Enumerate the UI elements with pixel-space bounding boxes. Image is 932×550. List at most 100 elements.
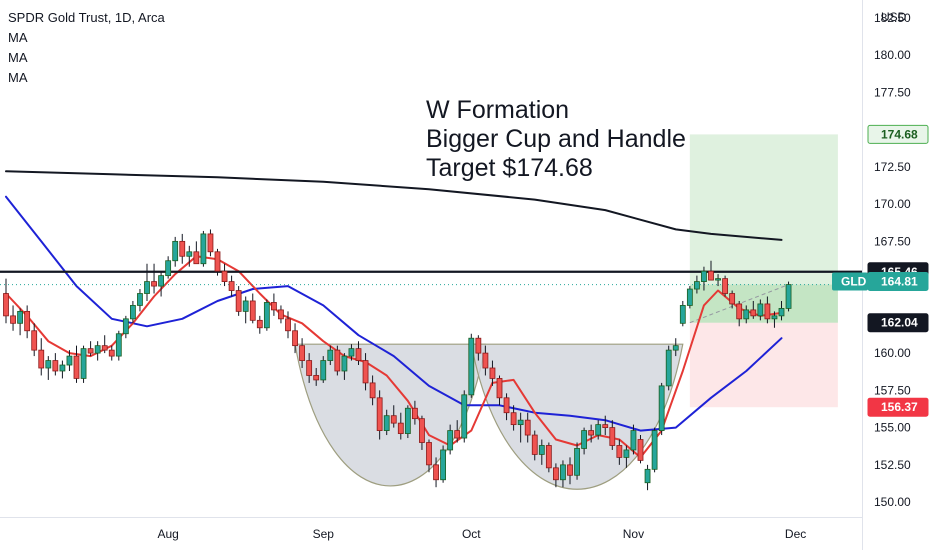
candle-body <box>475 337 482 354</box>
candle-body <box>602 424 609 429</box>
candle-body <box>278 309 284 320</box>
y-tick-label: 177.50 <box>874 85 911 99</box>
candle-body <box>144 281 150 294</box>
candle-body <box>531 434 538 455</box>
x-tick-label: Oct <box>462 527 481 541</box>
candle <box>489 360 496 386</box>
indicator-ma-1[interactable]: MA <box>8 30 28 45</box>
candle <box>376 390 383 440</box>
candle-body <box>129 305 136 320</box>
annotation-line-1: W Formation <box>426 96 570 124</box>
candle <box>560 460 566 488</box>
candle <box>722 275 728 297</box>
candle <box>623 445 630 468</box>
candle-body <box>433 464 439 481</box>
candle <box>574 442 580 480</box>
candle-body <box>658 385 665 431</box>
candle-body <box>228 281 235 291</box>
candle <box>708 260 714 281</box>
chart-legend: SPDR Gold Trust, 1D, Arca MA MA MA <box>8 8 165 88</box>
candle-body <box>313 375 320 381</box>
candle-body <box>461 394 468 439</box>
candle-body <box>3 293 9 317</box>
x-axis[interactable]: Aug Sep Oct Nov Dec <box>157 527 806 541</box>
candle <box>785 281 792 312</box>
candle-body <box>52 360 59 372</box>
candle <box>129 300 136 324</box>
candle <box>771 311 778 328</box>
long-position-tool[interactable] <box>689 134 838 408</box>
candle <box>701 266 707 291</box>
candle <box>672 338 679 357</box>
candle-body <box>397 422 404 434</box>
candle <box>200 230 207 267</box>
candle-body <box>510 412 517 426</box>
candle <box>468 333 475 398</box>
candle <box>207 229 214 257</box>
candle-body <box>348 348 355 357</box>
candle <box>581 427 587 455</box>
candle <box>242 296 249 324</box>
cup-shape-1 <box>294 343 487 487</box>
candle-body <box>694 281 700 290</box>
candle <box>278 305 284 324</box>
candle-body <box>299 345 306 361</box>
candle-body <box>524 419 531 436</box>
candle <box>545 442 552 473</box>
candle-body <box>151 281 157 287</box>
ma-mid-line <box>5 195 783 432</box>
candle-body <box>137 293 143 306</box>
indicator-ma-3[interactable]: MA <box>8 70 28 85</box>
symbol-title[interactable]: SPDR Gold Trust, 1D, Arca <box>8 10 165 25</box>
indicator-ma-2[interactable]: MA <box>8 50 28 65</box>
candle-body <box>672 345 679 351</box>
candle-body <box>454 430 461 439</box>
candle <box>517 412 524 443</box>
annotation-line-3: Target $174.68 <box>426 154 593 182</box>
candle <box>503 393 510 421</box>
price-tag-prefix: GLD <box>841 274 867 288</box>
candle <box>447 424 454 455</box>
candle <box>193 241 200 265</box>
candle <box>602 415 609 436</box>
candle <box>263 299 270 331</box>
candle-body <box>158 275 165 287</box>
resistance-line[interactable] <box>0 270 862 286</box>
candle-body <box>17 310 24 324</box>
candle <box>616 439 623 465</box>
candle <box>588 424 595 443</box>
x-tick-label: Nov <box>623 527 644 541</box>
candle <box>715 274 721 287</box>
candle-body <box>263 302 270 329</box>
text-annotation[interactable]: W Formation Bigger Cup and Handle Target… <box>426 96 686 183</box>
candle <box>750 300 757 319</box>
candle <box>66 350 73 371</box>
ma-slow-line <box>5 170 783 241</box>
candle <box>249 293 256 324</box>
candle <box>256 315 263 334</box>
candle-body <box>45 360 52 369</box>
candle-body <box>447 430 454 451</box>
candle <box>757 299 764 321</box>
ma-fast-line <box>5 255 783 459</box>
candle-body <box>482 352 489 369</box>
candle-body <box>553 467 559 481</box>
price-tag-prefix-bg <box>832 272 868 291</box>
candle <box>3 278 9 324</box>
candle <box>679 300 686 327</box>
candle-body <box>419 418 425 443</box>
candle-body <box>736 303 743 320</box>
candle-body <box>630 430 637 451</box>
candle-body <box>722 278 728 294</box>
candle <box>306 353 313 383</box>
y-tick-label: 180.00 <box>874 48 911 62</box>
candle <box>665 345 672 391</box>
candle <box>397 412 404 440</box>
candle-body <box>496 378 503 399</box>
candle <box>630 424 637 455</box>
candle-body <box>715 278 721 281</box>
candle-body <box>588 430 595 436</box>
candle-body <box>249 300 256 321</box>
